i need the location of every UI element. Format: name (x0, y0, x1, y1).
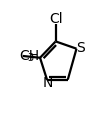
Text: 3: 3 (27, 53, 33, 63)
Text: Cl: Cl (49, 12, 62, 26)
Text: N: N (42, 76, 53, 90)
Text: S: S (76, 41, 85, 55)
Text: CH: CH (19, 49, 39, 63)
